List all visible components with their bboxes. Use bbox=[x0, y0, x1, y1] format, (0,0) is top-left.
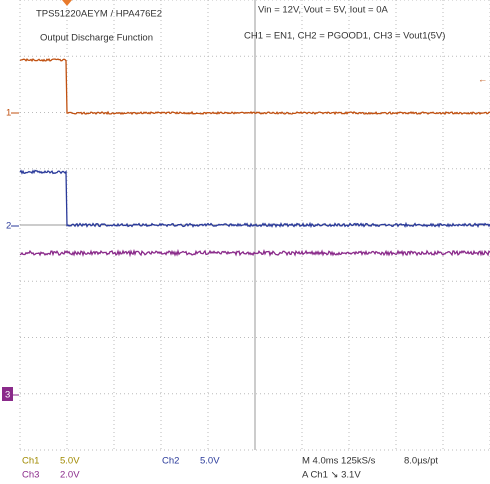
ch3-marker: 3 bbox=[5, 390, 10, 401]
title: TPS51220AEYM / HPA476E2 bbox=[36, 9, 162, 20]
footer-ch3: Ch3 bbox=[22, 470, 39, 481]
footer-ch3-scale: 2.0V bbox=[60, 470, 80, 481]
footer-timebase: M 4.0ms 125kS/s bbox=[302, 456, 376, 467]
subtitle: Output Discharge Function bbox=[40, 33, 153, 44]
conditions: Vin = 12V, Vout = 5V, Iout = 0A bbox=[258, 5, 389, 16]
ch1-marker: 1 bbox=[6, 108, 11, 119]
channel-legend: CH1 = EN1, CH2 = PGOOD1, CH3 = Vout1(5V) bbox=[244, 31, 445, 42]
footer-ch2: Ch2 bbox=[162, 456, 179, 467]
footer-ch2-scale: 5.0V bbox=[200, 456, 220, 467]
footer-ch1-scale: 5.0V bbox=[60, 456, 80, 467]
footer-trigger: A Ch1 ↘ 3.1V bbox=[302, 470, 361, 481]
trigger-level-marker: ← bbox=[478, 75, 488, 86]
ch2-marker: 2 bbox=[6, 221, 11, 232]
footer-sample-interval: 8.0µs/pt bbox=[404, 456, 438, 467]
footer-ch1: Ch1 bbox=[22, 456, 39, 467]
